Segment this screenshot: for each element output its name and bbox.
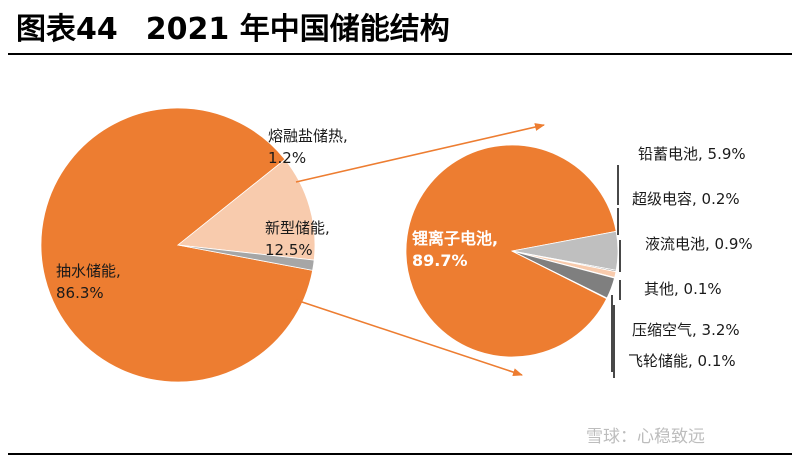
top-rule bbox=[8, 53, 792, 55]
data-labels: 抽水储能, 86.3% 新型储能, 12.5% 熔融盐储热, 1.2% 锂离子电池, 89.7… bbox=[56, 127, 753, 370]
label-molten-salt-line-0: 熔融盐储热, bbox=[268, 127, 348, 145]
label-right-2: 超级电容, 0.2% bbox=[632, 190, 740, 208]
label-new-storage-line-1: 12.5% bbox=[265, 241, 313, 259]
label-molten-salt-line-1: 1.2% bbox=[268, 149, 306, 167]
figure-title: 图表44 2021 年中国储能结构 bbox=[16, 10, 450, 50]
pie2-slice-6 bbox=[511, 250, 608, 300]
pie-chart-storage-types bbox=[40, 107, 316, 383]
pie1-slice-0 bbox=[40, 107, 314, 383]
bottom-rule bbox=[8, 453, 792, 455]
connector-arrows bbox=[295, 123, 545, 376]
label-right-3: 液流电池, 0.9% bbox=[645, 235, 753, 253]
pie1-slice-1 bbox=[176, 158, 316, 261]
connector-arrow-bottom bbox=[295, 299, 523, 376]
chart-title: 2021 年中国储能结构 bbox=[145, 12, 450, 47]
connector-arrow-top bbox=[295, 123, 545, 183]
label-right-1: 铅蓄电池, 5.9% bbox=[638, 145, 746, 163]
label-right-6: 飞轮储能, 0.1% bbox=[628, 352, 736, 370]
label-lithium-line-0: 锂离子电池, bbox=[412, 229, 498, 248]
label-pumped-line-0: 抽水储能, bbox=[56, 262, 121, 280]
pie1-slice-2 bbox=[177, 244, 315, 271]
watermark: 雪球：心稳致远 bbox=[586, 427, 705, 447]
pie-chart-new-storage-breakdown bbox=[405, 144, 619, 358]
label-lithium-line-1: 89.7% bbox=[412, 251, 468, 270]
leader-lines bbox=[611, 165, 621, 378]
label-right-5: 压缩空气, 3.2% bbox=[632, 321, 740, 339]
figure-number: 图表44 bbox=[16, 12, 118, 47]
label-new-storage-line-0: 新型储能, bbox=[265, 219, 330, 237]
label-right-4: 其他, 0.1% bbox=[644, 280, 722, 298]
label-pumped-line-1: 86.3% bbox=[56, 284, 104, 302]
pie2-slice-0 bbox=[405, 144, 617, 358]
